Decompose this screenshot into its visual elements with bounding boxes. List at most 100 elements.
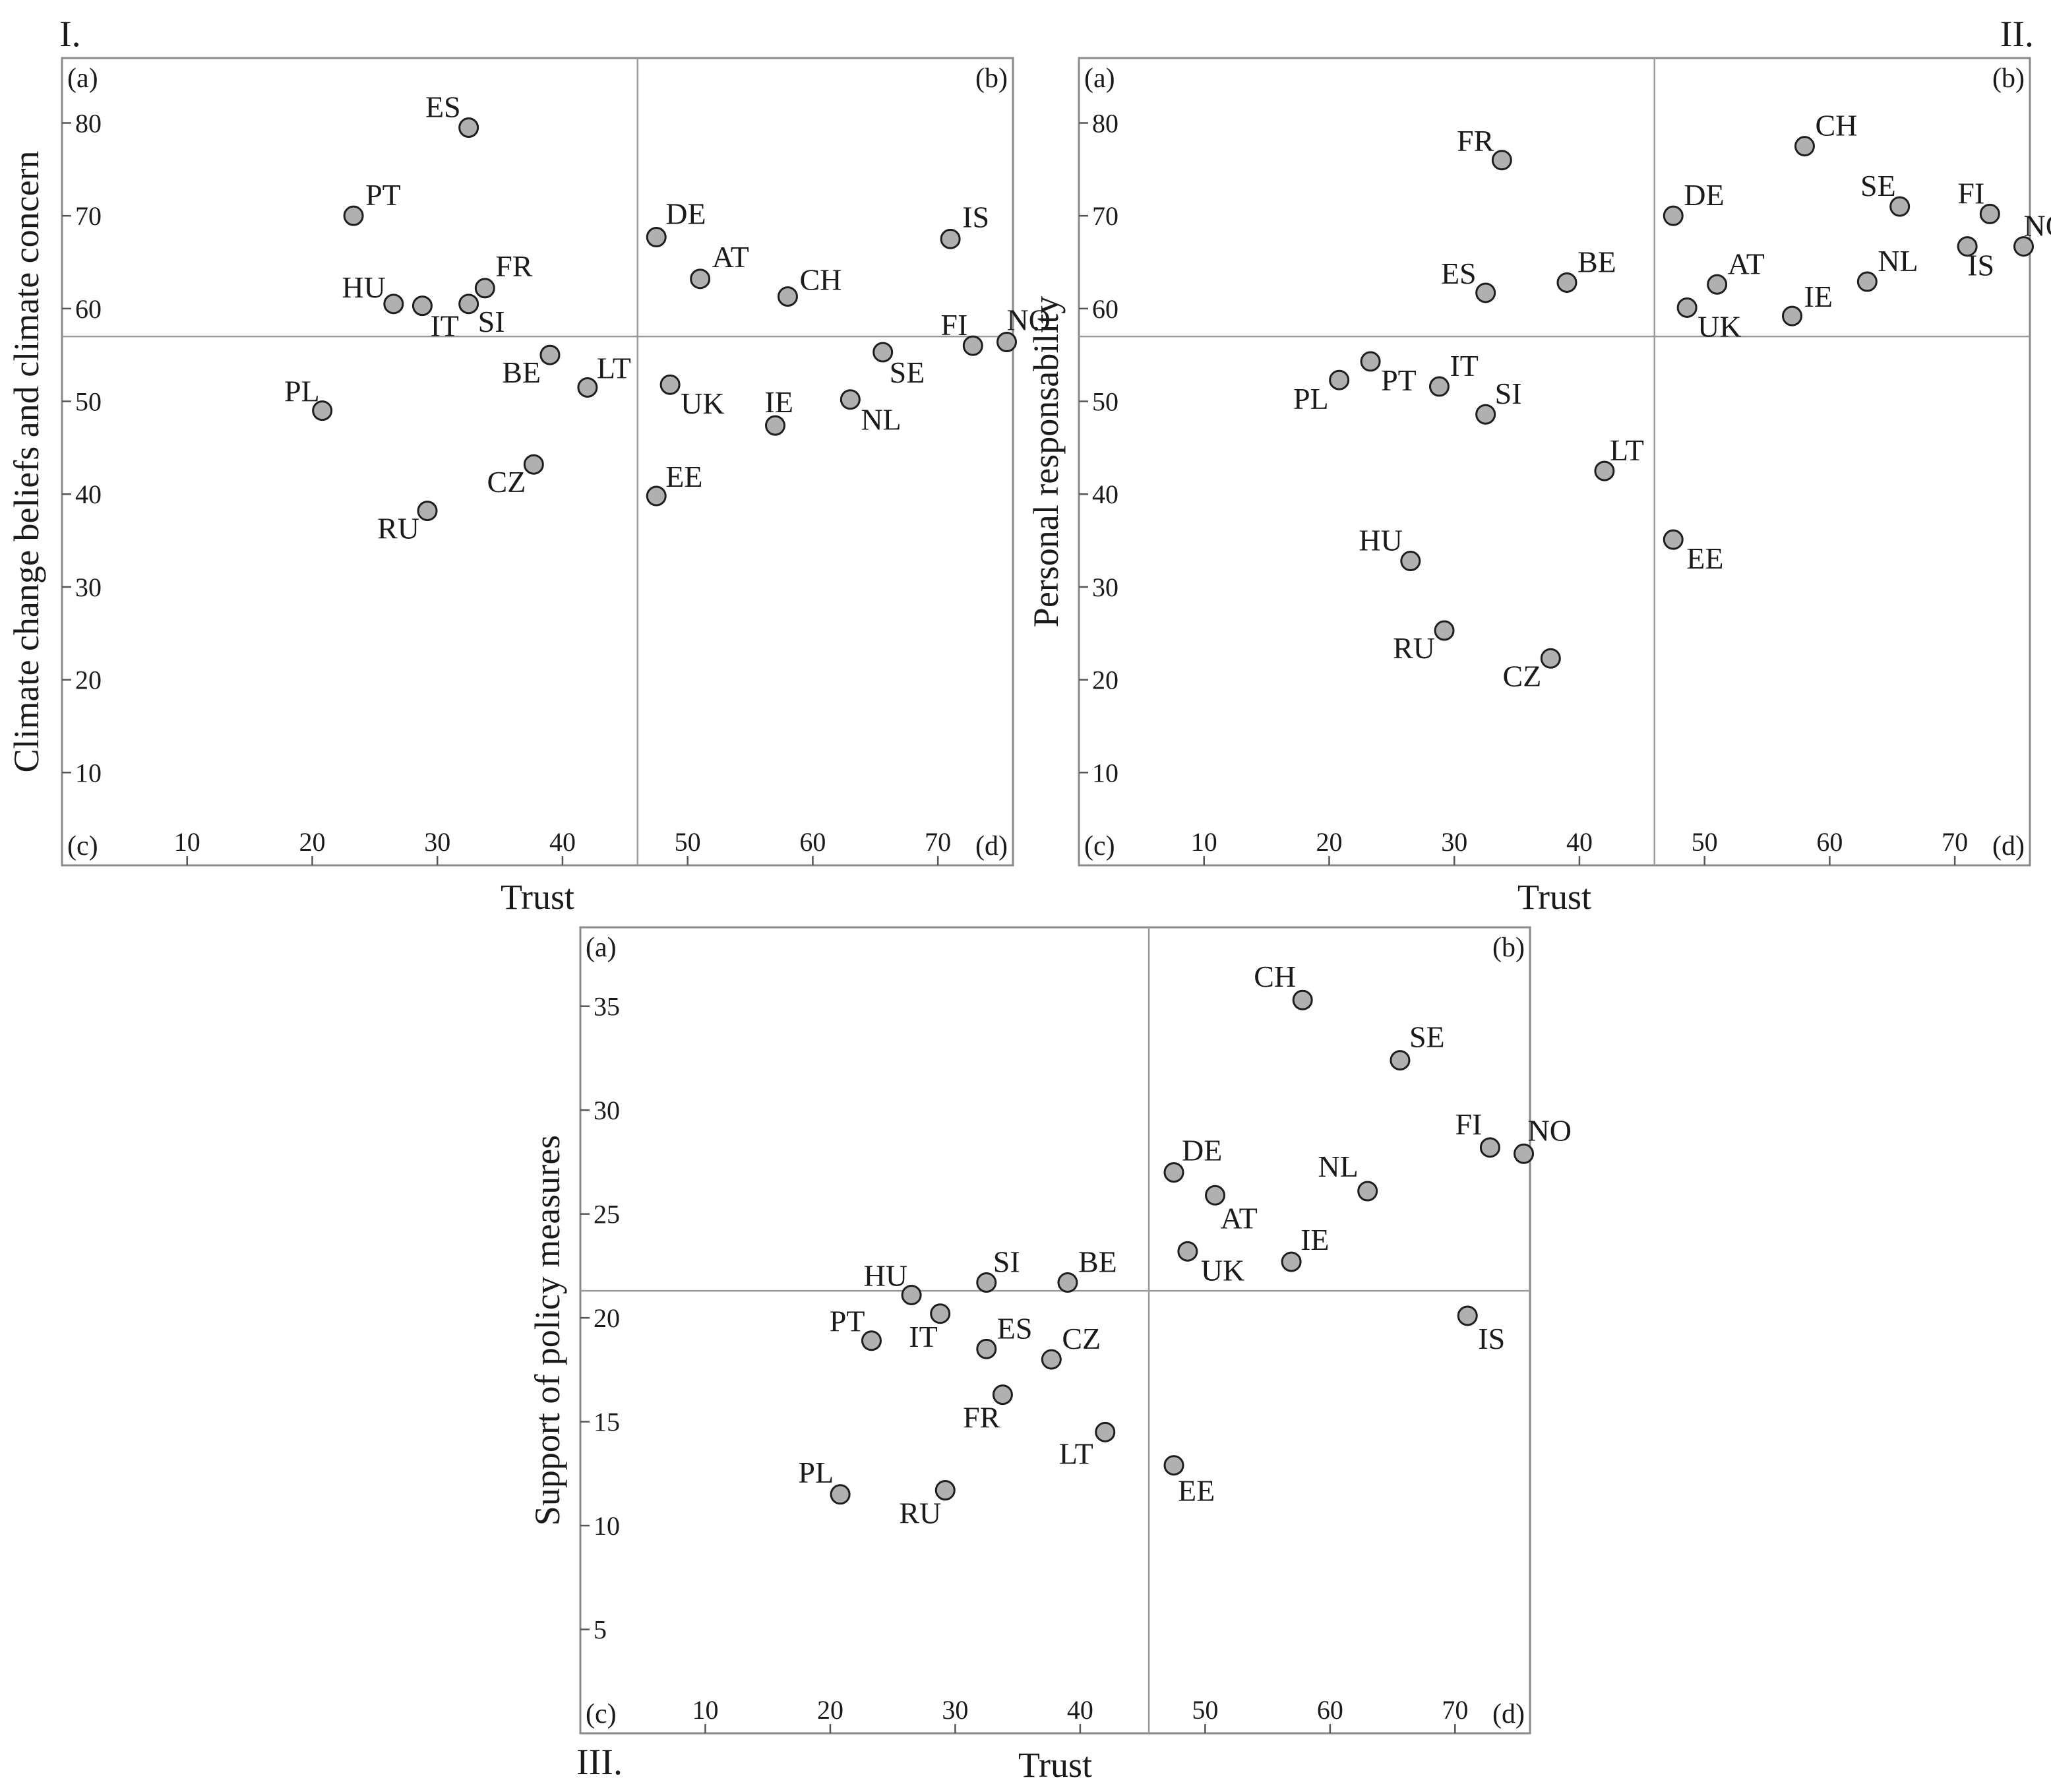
point-label-fr: FR xyxy=(495,249,533,283)
point-label-se: SE xyxy=(1409,1020,1445,1054)
point-label-pt: PT xyxy=(365,178,401,212)
point-label-ch: CH xyxy=(1254,960,1296,993)
x-tick-label: 20 xyxy=(817,1695,843,1725)
data-point-cz xyxy=(1540,648,1561,669)
x-axis-label: Trust xyxy=(501,877,574,917)
data-point-pl xyxy=(830,1484,851,1505)
point-label-it: IT xyxy=(1450,349,1478,383)
data-point-hu xyxy=(383,294,404,315)
point-label-uk: UK xyxy=(1698,309,1741,343)
quadrant-label: (a) xyxy=(1084,63,1115,94)
point-label-ee: EE xyxy=(1178,1474,1215,1508)
x-tick-label: 60 xyxy=(1317,1695,1343,1725)
data-point-ch xyxy=(1794,136,1815,157)
point-label-de: DE xyxy=(665,197,706,231)
data-point-uk xyxy=(1676,297,1698,318)
point-label-be: BE xyxy=(1577,245,1616,278)
y-tick-label: 30 xyxy=(1092,572,1118,602)
x-tick-label: 50 xyxy=(675,827,701,857)
data-point-be xyxy=(1556,272,1577,293)
data-point-be xyxy=(1057,1272,1078,1293)
chart-panel-3: 5 10 15 20 25 30 35 10 20 30 40 50 60 70 (a) (b) (c) (d) T… xyxy=(528,926,1572,1785)
point-label-pt: PT xyxy=(830,1305,865,1338)
data-point-ie xyxy=(1281,1251,1302,1272)
data-point-ie xyxy=(765,415,785,436)
data-point-fi xyxy=(1479,1137,1500,1158)
data-point-de xyxy=(646,227,667,248)
point-label-de: DE xyxy=(1684,178,1724,212)
point-label-fi: FI xyxy=(1957,176,1984,210)
data-point-is xyxy=(1457,1305,1478,1326)
point-label-es: ES xyxy=(425,90,461,124)
quadrant-label: (c) xyxy=(586,1699,617,1729)
data-point-hu xyxy=(1400,551,1421,572)
data-point-se xyxy=(1889,196,1911,217)
point-label-es: ES xyxy=(997,1311,1033,1345)
point-label-ru: RU xyxy=(1393,631,1435,665)
point-label-nl: NL xyxy=(1318,1150,1358,1183)
point-label-fi: FI xyxy=(940,308,967,342)
y-tick-label: 10 xyxy=(594,1511,620,1541)
point-label-es: ES xyxy=(1441,257,1477,290)
x-tick-label: 70 xyxy=(1942,827,1968,857)
data-point-ee xyxy=(646,485,667,507)
y-tick-label: 35 xyxy=(594,992,620,1022)
x-tick-label: 30 xyxy=(942,1695,968,1725)
data-point-es xyxy=(976,1338,997,1359)
data-point-ie xyxy=(1782,305,1802,326)
y-axis-label: Climate change beliefs and climate conce… xyxy=(7,150,46,772)
y-tick-label: 30 xyxy=(75,572,102,602)
x-tick-label: 10 xyxy=(692,1695,718,1725)
point-label-pl: PL xyxy=(284,375,320,408)
point-label-pl: PL xyxy=(1293,382,1329,416)
point-label-ch: CH xyxy=(1815,109,1857,142)
y-tick-label: 50 xyxy=(1092,387,1118,417)
data-point-it xyxy=(930,1303,951,1324)
y-axis-label: Support of policy measures xyxy=(528,1135,567,1526)
y-tick-label: 60 xyxy=(75,294,102,324)
data-point-de xyxy=(1663,205,1684,226)
point-label-lt: LT xyxy=(1610,433,1644,467)
x-tick-label: 30 xyxy=(424,827,450,857)
point-label-ie: IE xyxy=(1301,1223,1329,1256)
point-label-is: IS xyxy=(1478,1322,1505,1355)
quadrant-label: (d) xyxy=(1992,831,2025,861)
data-point-fi xyxy=(1979,203,2000,224)
data-point-pl xyxy=(1329,369,1350,390)
chart-panel-1: 10 20 30 40 50 60 70 80 10 20 30 40 50 60 70 (a) (b) (c) (… xyxy=(7,14,1051,917)
x-tick-label: 40 xyxy=(1067,1695,1093,1725)
point-label-be: BE xyxy=(1078,1245,1117,1279)
x-tick-label: 10 xyxy=(174,827,200,857)
data-point-uk xyxy=(1177,1241,1198,1262)
point-label-cz: CZ xyxy=(1062,1322,1101,1355)
point-label-no: NO xyxy=(1528,1113,1572,1147)
point-label-hu: HU xyxy=(1359,524,1402,557)
y-tick-label: 20 xyxy=(75,665,102,695)
y-tick-label: 40 xyxy=(75,479,102,509)
y-tick-label: 20 xyxy=(1092,665,1118,695)
y-axis-label: Personal responsability xyxy=(1026,296,1066,627)
data-point-lt xyxy=(1095,1421,1116,1442)
point-label-ie: IE xyxy=(1804,280,1833,313)
x-tick-label: 50 xyxy=(1192,1695,1218,1725)
point-label-si: SI xyxy=(478,305,505,338)
data-point-at xyxy=(1707,274,1728,295)
data-point-cz xyxy=(1041,1349,1062,1370)
data-point-fr xyxy=(1491,150,1512,171)
data-point-si xyxy=(1475,404,1496,425)
data-point-uk xyxy=(659,374,681,395)
point-label-is: IS xyxy=(962,200,989,233)
point-label-ch: CH xyxy=(799,263,842,297)
data-point-hu xyxy=(901,1284,922,1305)
x-tick-label: 20 xyxy=(299,827,325,857)
y-tick-label: 20 xyxy=(594,1303,620,1333)
data-point-cz xyxy=(523,454,544,475)
point-label-cz: CZ xyxy=(487,465,526,499)
point-label-se: SE xyxy=(1860,169,1896,202)
point-label-se: SE xyxy=(890,355,925,389)
point-label-si: SI xyxy=(993,1245,1020,1279)
point-label-cz: CZ xyxy=(1503,659,1542,693)
data-point-fi xyxy=(962,335,983,356)
quadrant-label: (a) xyxy=(586,933,617,963)
point-label-at: AT xyxy=(1221,1201,1258,1235)
